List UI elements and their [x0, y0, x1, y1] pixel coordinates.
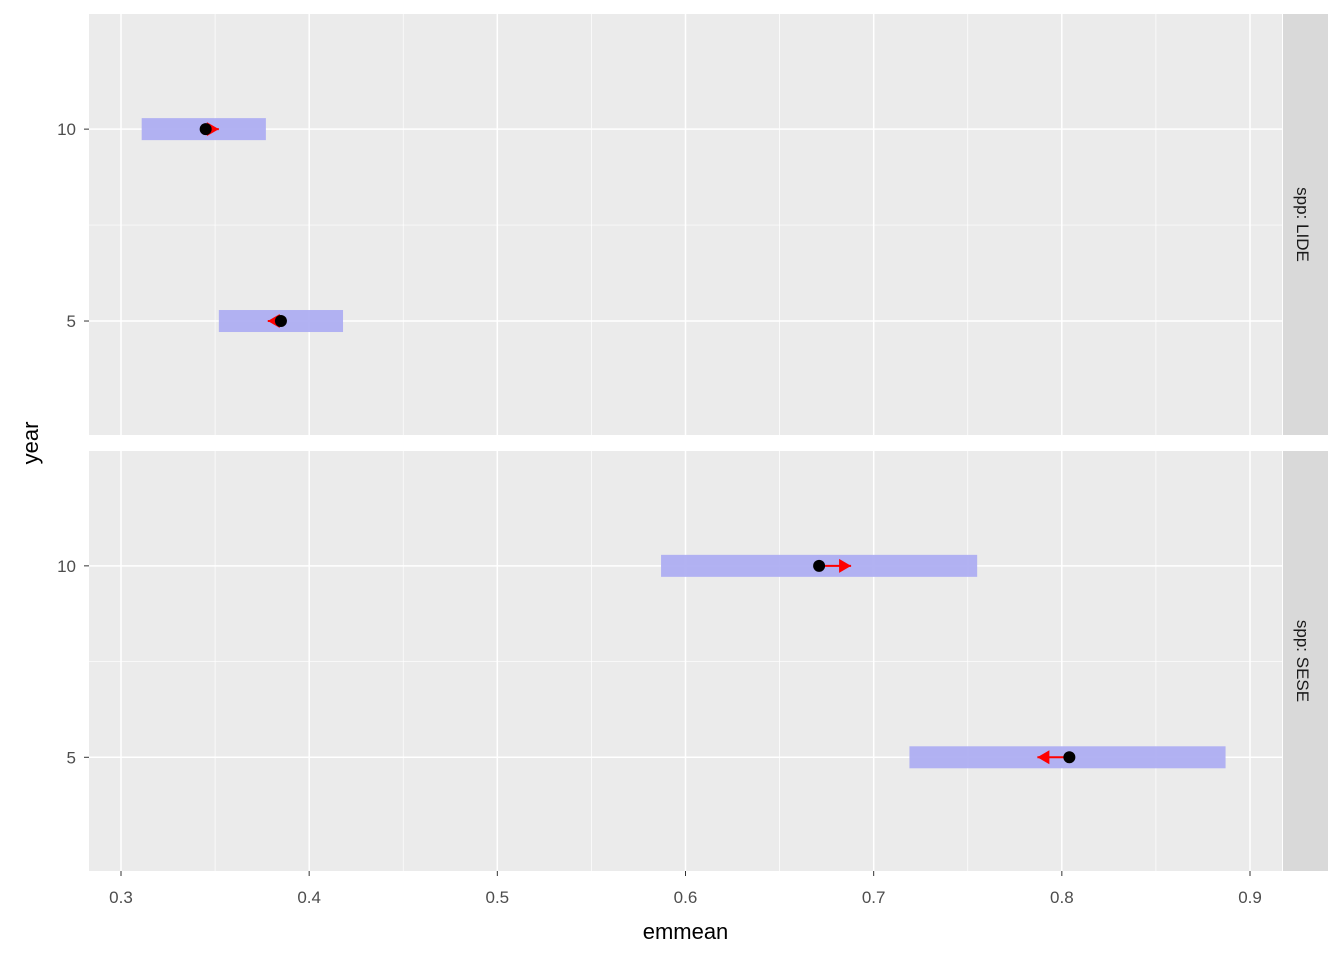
- facet-label: spp: SESE: [1293, 620, 1312, 702]
- x-tick-label: 0.4: [297, 888, 321, 907]
- emmean-point: [199, 123, 212, 136]
- emmean-point: [274, 315, 287, 328]
- x-axis-label: emmean: [643, 919, 729, 944]
- facet-strip: [1283, 14, 1328, 435]
- y-tick-label: 10: [57, 557, 76, 576]
- x-tick-label: 0.8: [1050, 888, 1074, 907]
- y-axis-label: year: [18, 422, 43, 465]
- x-tick-label: 0.5: [486, 888, 510, 907]
- x-tick-label: 0.9: [1238, 888, 1262, 907]
- comparison-arrowhead: [1037, 750, 1050, 765]
- x-tick-label: 0.6: [674, 888, 698, 907]
- y-tick-label: 5: [67, 312, 76, 331]
- y-tick-label: 5: [67, 748, 76, 767]
- comparison-arrowhead: [839, 558, 852, 573]
- facet-label: spp: LIDE: [1293, 187, 1312, 262]
- y-tick-label: 10: [57, 120, 76, 139]
- x-tick-label: 0.3: [109, 888, 133, 907]
- emmean-point: [1063, 751, 1076, 764]
- facet-strip: [1283, 451, 1328, 871]
- x-tick-label: 0.7: [862, 888, 886, 907]
- emmean-point: [813, 559, 826, 572]
